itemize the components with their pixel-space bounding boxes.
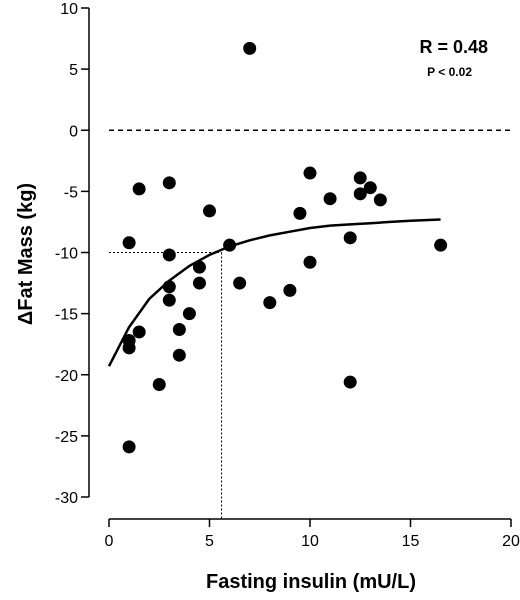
data-point (343, 231, 357, 245)
data-point (192, 276, 206, 290)
data-point (122, 236, 136, 250)
data-point (243, 41, 257, 55)
data-point (343, 375, 357, 389)
x-tick-label: 20 (502, 533, 520, 550)
y-tick-label: 0 (69, 123, 78, 140)
x-tick-label: 5 (205, 533, 214, 550)
data-point (162, 176, 176, 190)
p-value-annotation: P < 0.02 (427, 65, 472, 79)
y-tick-label: 10 (60, 1, 78, 18)
data-point (434, 238, 448, 252)
data-point (233, 276, 247, 290)
data-point (323, 192, 337, 206)
data-point (172, 323, 186, 337)
x-axis-title: Fasting insulin (mU/L) (206, 571, 416, 593)
y-tick-label: -15 (55, 307, 78, 324)
data-point (132, 182, 146, 196)
x-tick-label: 10 (301, 533, 319, 550)
data-point (223, 238, 237, 252)
data-point (162, 280, 176, 294)
y-tick-label: 5 (69, 62, 78, 79)
y-tick-label: -30 (55, 490, 78, 507)
data-point (162, 293, 176, 307)
x-tick-label: 0 (105, 533, 114, 550)
data-point (132, 325, 146, 339)
data-point (182, 307, 196, 321)
data-point (373, 193, 387, 207)
data-point (152, 378, 166, 392)
data-points (122, 41, 448, 454)
plot-area: 0 5 10 15 20 10 5 0 -5 -10 -15 -20 -25 -30 (55, 1, 520, 550)
data-point (303, 255, 317, 269)
data-point (122, 440, 136, 454)
data-point (363, 181, 377, 195)
data-point (353, 187, 367, 201)
data-point (303, 166, 317, 180)
data-point (353, 171, 367, 185)
data-point (283, 283, 297, 297)
y-tick-label: -20 (55, 368, 78, 385)
y-tick-label: -5 (64, 184, 78, 201)
data-point (203, 204, 216, 218)
data-point (293, 206, 307, 220)
x-tick-label: 15 (402, 533, 420, 550)
y-axis-ticks: 10 5 0 -5 -10 -15 -20 -25 -30 (55, 1, 89, 507)
y-tick-label: -25 (55, 429, 78, 446)
fit-curve (107, 218, 441, 367)
data-point (172, 348, 186, 362)
data-point (263, 296, 277, 310)
y-tick-label: -10 (55, 246, 78, 263)
x-axis-ticks: 0 5 10 15 20 (105, 519, 520, 550)
data-point (122, 341, 136, 355)
r-value-annotation: R = 0.48 (419, 37, 488, 57)
data-point (162, 248, 176, 262)
data-point (192, 260, 206, 274)
y-axis-title: ΔFat Mass (kg) (15, 183, 37, 325)
